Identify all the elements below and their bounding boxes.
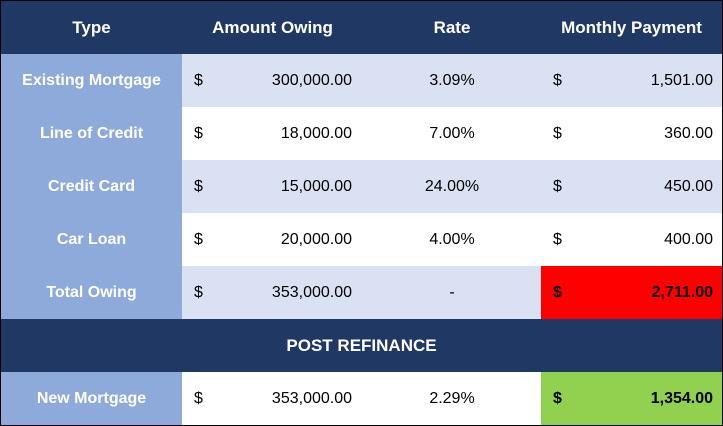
row-rate: 7.00%	[363, 107, 541, 160]
payment-currency: $	[553, 231, 562, 248]
payment-value: 1,501.00	[650, 72, 713, 89]
payment-value: 2,711.00	[651, 284, 713, 301]
total-payment-highlight: $ 2,711.00	[541, 266, 722, 319]
new-mortgage-amount: $ 353,000.00	[182, 372, 363, 425]
table-row: Existing Mortgage $ 300,000.00 3.09% $ 1…	[1, 54, 722, 107]
table-row: Credit Card $ 15,000.00 24.00% $ 450.00	[1, 160, 722, 213]
total-rate: -	[363, 266, 541, 319]
row-payment: $ 450.00	[541, 160, 722, 213]
amount-value: 18,000.00	[280, 125, 352, 142]
row-type: Existing Mortgage	[1, 54, 182, 107]
amount-currency: $	[194, 125, 203, 142]
total-type: Total Owing	[1, 266, 182, 319]
section-title: POST REFINANCE	[286, 336, 437, 355]
new-mortgage-type: New Mortgage	[1, 372, 182, 425]
row-amount: $ 18,000.00	[182, 107, 363, 160]
amount-currency: $	[194, 72, 203, 89]
new-payment-highlight: $ 1,354.00	[541, 372, 722, 425]
row-amount: $ 15,000.00	[182, 160, 363, 213]
row-type: Line of Credit	[1, 107, 182, 160]
amount-value: 353,000.00	[271, 284, 352, 301]
amount-currency: $	[194, 231, 203, 248]
header-amount: Amount Owing	[212, 18, 333, 37]
new-mortgage-rate: 2.29%	[363, 372, 541, 425]
row-type: Credit Card	[1, 160, 182, 213]
amount-currency: $	[194, 284, 203, 301]
table-row: Car Loan $ 20,000.00 4.00% $ 400.00	[1, 213, 722, 266]
amount-value: 20,000.00	[280, 231, 352, 248]
row-rate: 3.09%	[363, 54, 541, 107]
total-amount: $ 353,000.00	[182, 266, 363, 319]
row-rate: 24.00%	[363, 160, 541, 213]
row-amount: $ 20,000.00	[182, 213, 363, 266]
total-row: Total Owing $ 353,000.00 - $ 2,711.00	[1, 266, 722, 319]
section-header-row: POST REFINANCE	[1, 319, 722, 372]
amount-currency: $	[194, 178, 203, 195]
payment-currency: $	[553, 284, 562, 301]
row-amount: $ 300,000.00	[182, 54, 363, 107]
payment-value: 1,354.00	[650, 390, 713, 407]
payment-currency: $	[553, 390, 562, 407]
row-payment: $ 400.00	[541, 213, 722, 266]
header-type: Type	[72, 18, 111, 37]
payment-currency: $	[553, 72, 562, 89]
amount-value: 300,000.00	[271, 72, 352, 89]
payment-value: 400.00	[664, 231, 713, 248]
row-payment: $ 1,501.00	[541, 54, 722, 107]
header-row: Type Amount Owing Rate Monthly Payment	[1, 1, 722, 54]
payment-value: 450.00	[664, 178, 713, 195]
amount-value: 15,000.00	[280, 178, 352, 195]
amount-currency: $	[194, 390, 203, 407]
table-row: Line of Credit $ 18,000.00 7.00% $ 360.0…	[1, 107, 722, 160]
new-mortgage-row: New Mortgage $ 353,000.00 2.29% $ 1,354.…	[1, 372, 722, 425]
header-rate: Rate	[433, 18, 471, 37]
amount-value: 353,000.00	[271, 390, 352, 407]
payment-value: 360.00	[664, 125, 713, 142]
header-payment: Monthly Payment	[561, 18, 702, 37]
row-payment: $ 360.00	[541, 107, 722, 160]
payment-currency: $	[553, 178, 562, 195]
payment-currency: $	[553, 125, 562, 142]
row-rate: 4.00%	[363, 213, 541, 266]
row-type: Car Loan	[1, 213, 182, 266]
